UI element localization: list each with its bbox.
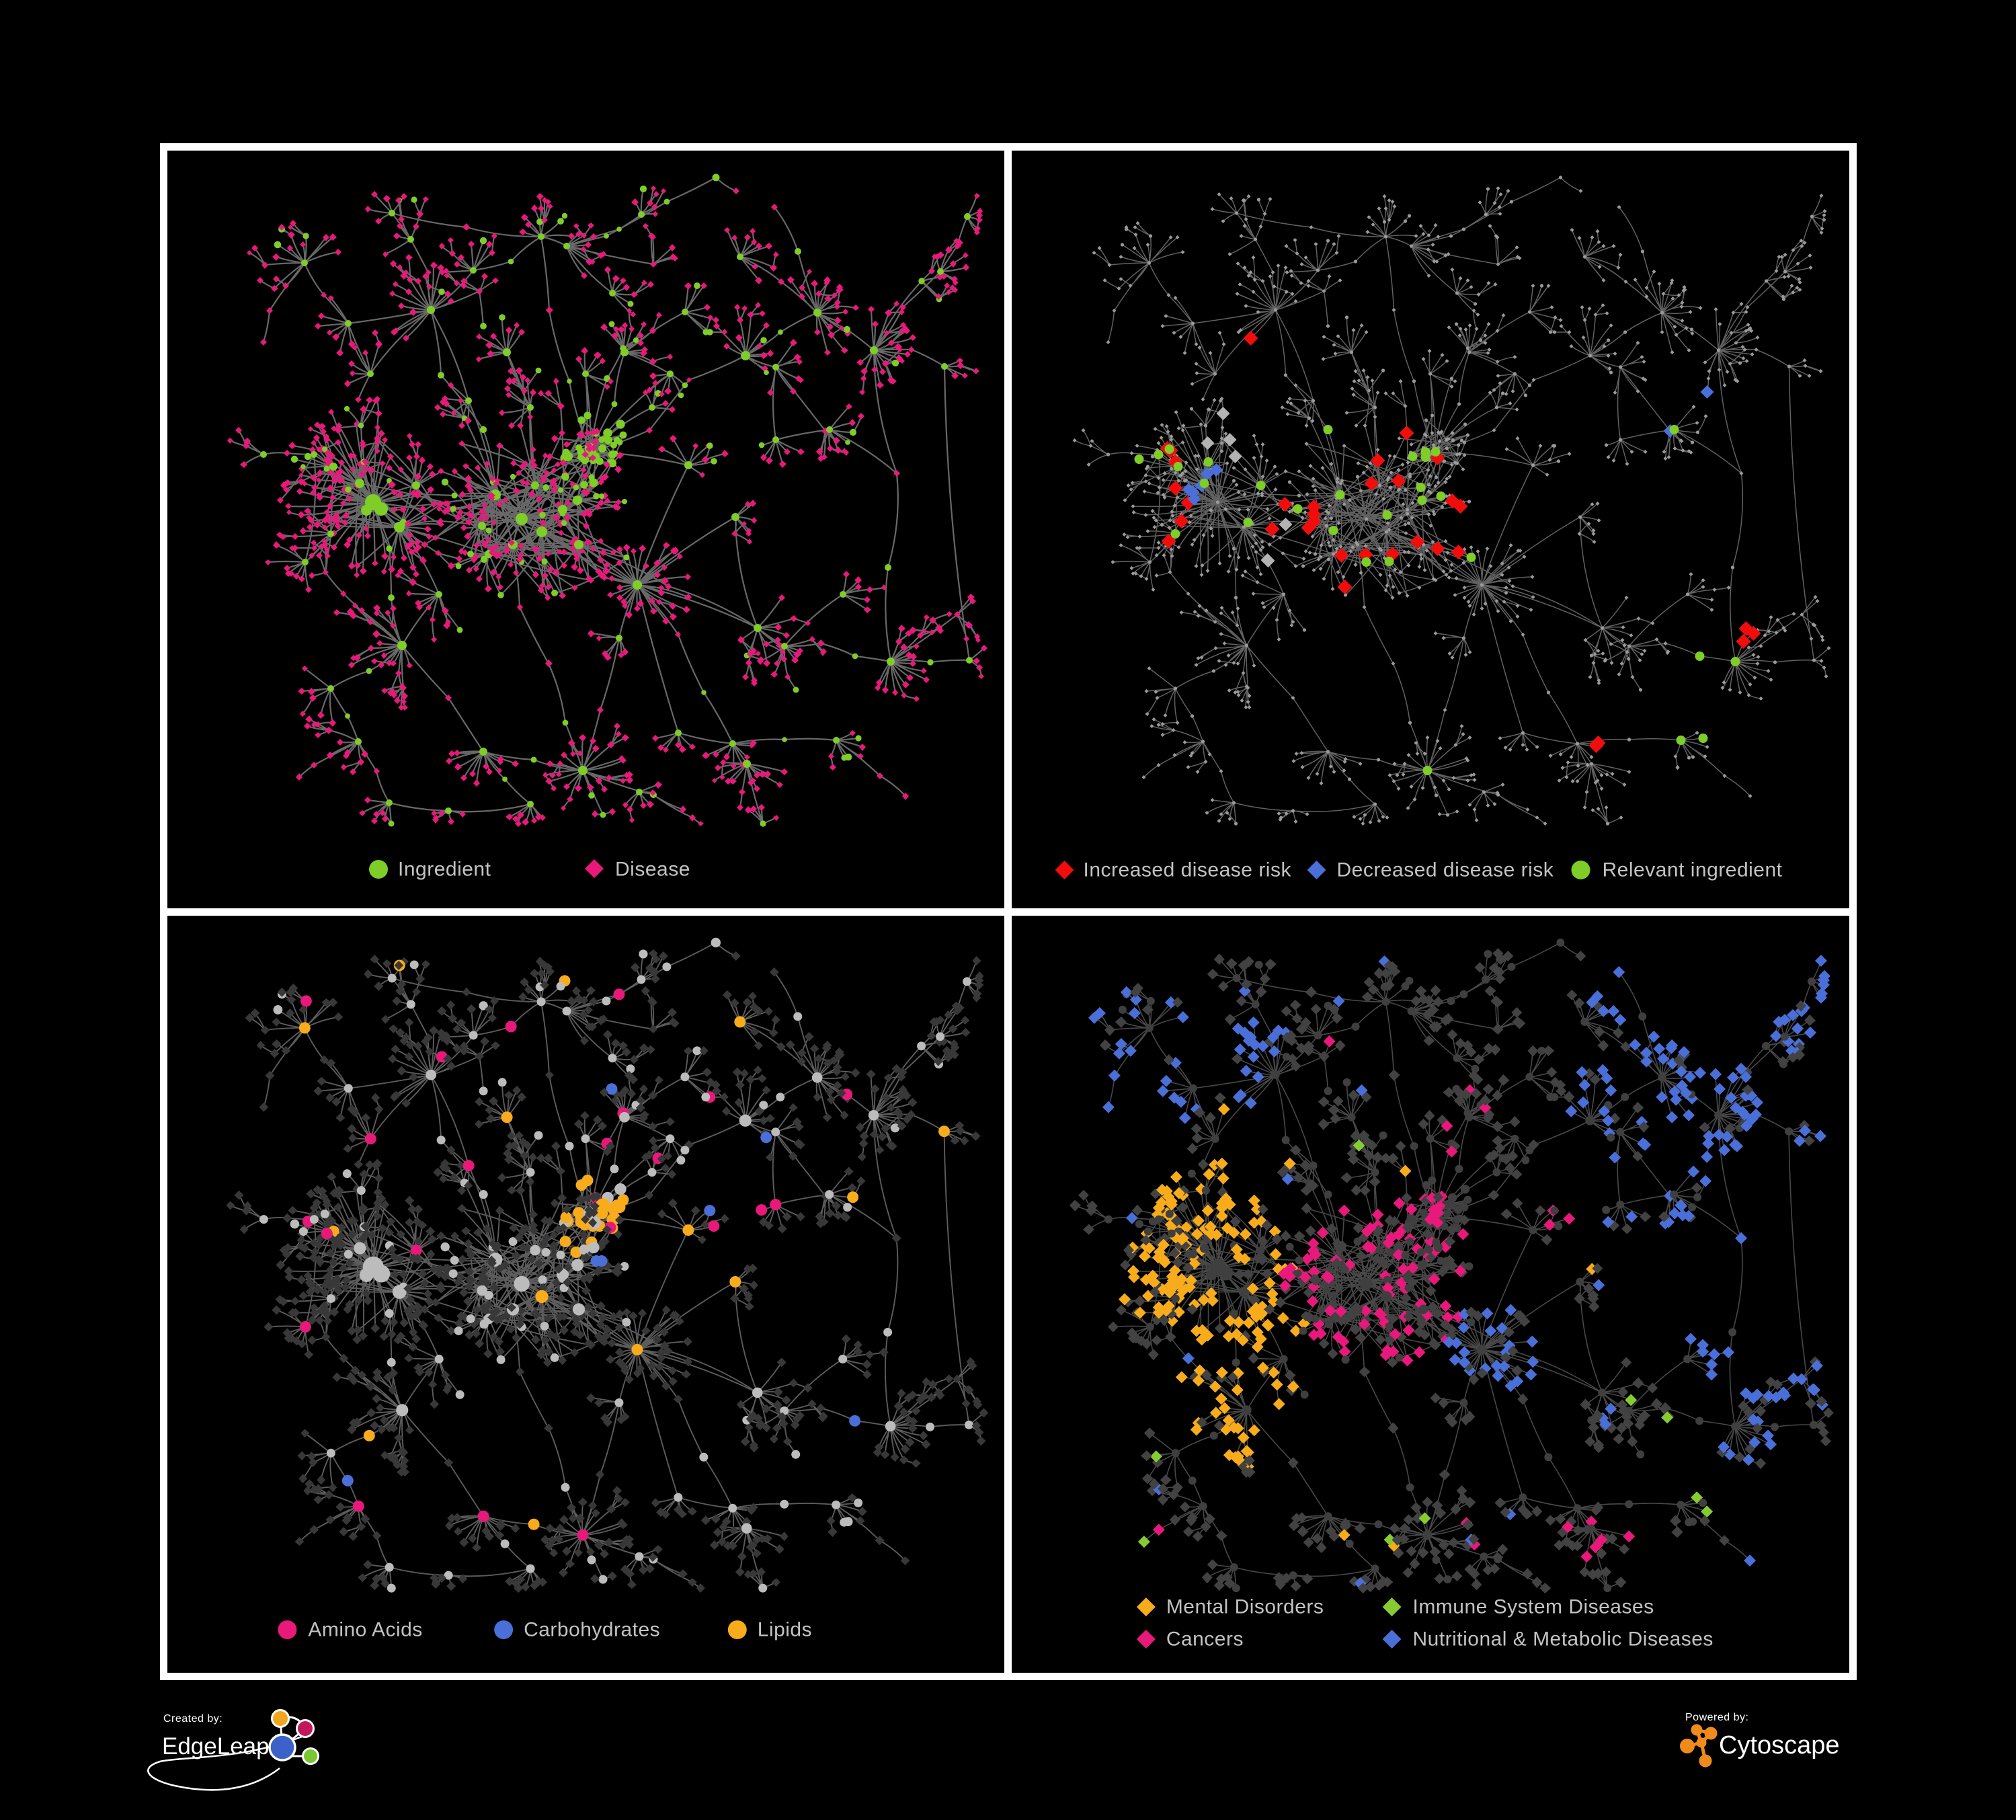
svg-text:Nutritional & Metabolic Diseas: Nutritional & Metabolic Diseases <box>1413 1628 1713 1651</box>
svg-text:Ingredient: Ingredient <box>398 859 491 881</box>
svg-text:Amino Acids: Amino Acids <box>308 1619 422 1641</box>
svg-text:Carbohydrates: Carbohydrates <box>524 1619 660 1641</box>
svg-text:Lipids: Lipids <box>758 1619 812 1641</box>
svg-text:Immune System Diseases: Immune System Diseases <box>1413 1596 1654 1618</box>
svg-text:Mental Disorders: Mental Disorders <box>1166 1596 1324 1618</box>
svg-text:Decreased disease risk: Decreased disease risk <box>1337 859 1554 881</box>
svg-text:Cancers: Cancers <box>1166 1628 1244 1651</box>
svg-text:Relevant ingredient: Relevant ingredient <box>1603 859 1783 881</box>
svg-text:Disease: Disease <box>615 859 690 881</box>
svg-text:Increased disease risk: Increased disease risk <box>1084 859 1292 881</box>
